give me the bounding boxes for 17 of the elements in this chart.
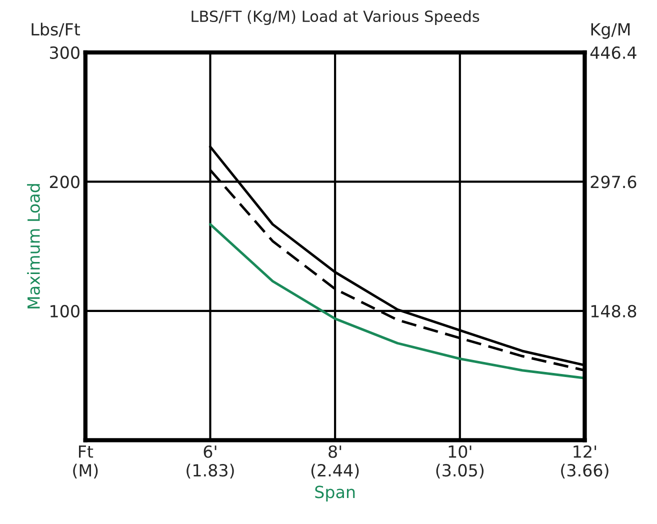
y-tick-label: 300: [50, 46, 80, 59]
chart-title: LBS/FT (Kg/M) Load at Various Speeds: [192, 10, 480, 26]
x-tick-label: 12' (3.66): [561, 445, 608, 479]
x-tick-label: 8' (2.44): [311, 445, 359, 479]
line-series: [208, 223, 585, 380]
y2-axis-title: Kg/M: [591, 23, 630, 39]
y-axis-title: Maximum Load: [27, 184, 40, 308]
x-tick-label: Ft (M): [73, 446, 98, 479]
x-tick-label: 6' (1.83): [186, 445, 234, 479]
y2-tick-label: 446.4: [590, 46, 636, 59]
x-axis-title: Span: [315, 486, 355, 502]
y2-tick-label: 297.6: [590, 176, 636, 188]
y-tick-label: 200: [50, 176, 80, 188]
x-tick-label: 10' (3.05): [436, 445, 484, 479]
y-tick-label: 100: [50, 304, 80, 318]
y2-tick-label: 148.8: [591, 304, 636, 318]
text: Lbs/Ft: [32, 22, 80, 37]
